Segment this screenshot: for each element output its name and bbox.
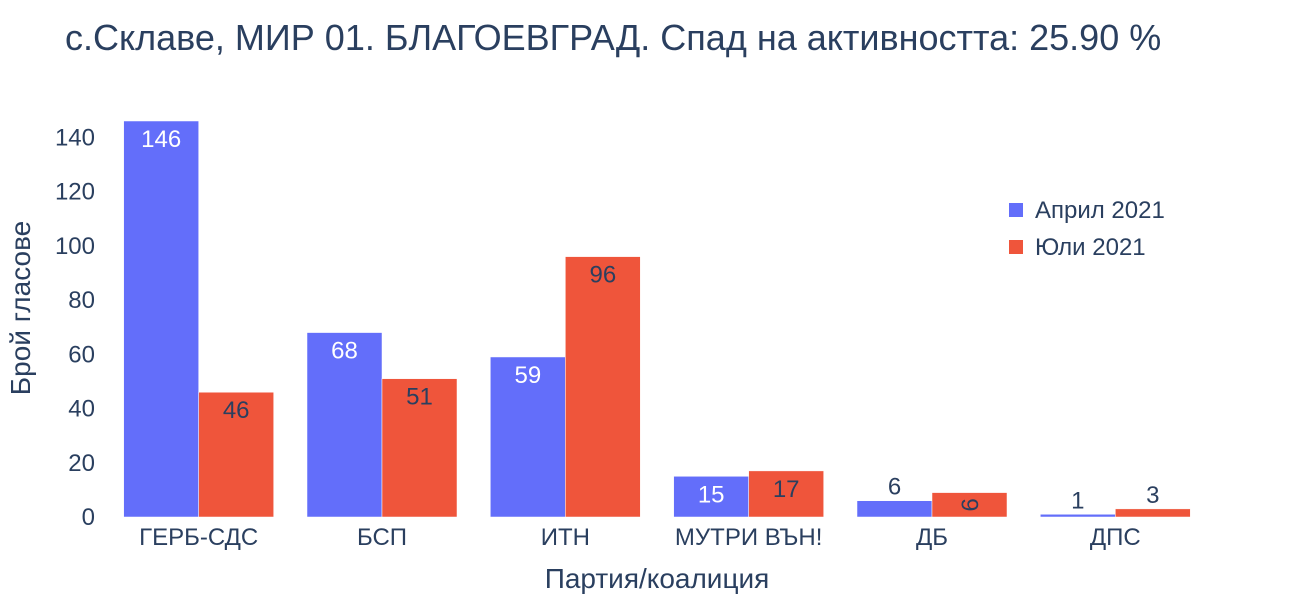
bar-value-label: 9 (956, 498, 983, 511)
legend-item[interactable]: Юли 2021 (1009, 234, 1146, 261)
bar-value-label: 146 (141, 126, 181, 153)
bar-value-label: 59 (514, 362, 541, 389)
legend-swatch (1009, 203, 1023, 217)
bar[interactable] (931, 492, 1008, 518)
legend-label: Юли 2021 (1035, 234, 1146, 261)
bar-value-label: 6 (888, 474, 901, 501)
bar[interactable] (1115, 508, 1191, 518)
x-tick-label: МУТРИ ВЪН! (675, 524, 822, 551)
y-axis: 0 20 40 60 80 100 120 140 (55, 124, 95, 531)
bar-value-label: 15 (698, 481, 725, 508)
x-tick-label: БСП (357, 524, 407, 551)
y-tick-label: 20 (68, 450, 95, 477)
legend[interactable]: Април 2021 Юли 2021 (1009, 197, 1165, 261)
x-axis-title: Партия/коалиция (545, 563, 770, 594)
bar-value-label: 46 (223, 397, 250, 424)
x-tick-label: ДПС (1090, 524, 1141, 551)
y-tick-label: 140 (55, 124, 95, 151)
bar-value-label: 68 (331, 338, 358, 365)
bar[interactable] (748, 470, 824, 518)
bar[interactable] (381, 378, 458, 518)
bar[interactable] (123, 120, 199, 518)
bar[interactable] (856, 500, 933, 518)
legend-item[interactable]: Април 2021 (1009, 197, 1165, 224)
y-tick-label: 80 (68, 287, 95, 314)
bar[interactable] (198, 391, 274, 518)
x-tick-label: ИТН (541, 524, 590, 551)
legend-swatch (1009, 240, 1023, 254)
y-tick-label: 100 (55, 233, 95, 260)
bar[interactable] (306, 332, 383, 518)
y-tick-label: 60 (68, 341, 95, 368)
bar[interactable] (1040, 514, 1116, 518)
bar-value-label: 17 (773, 476, 800, 503)
bar[interactable] (673, 476, 749, 518)
bar-value-label: 96 (589, 262, 616, 289)
x-tick-label: ДБ (916, 524, 948, 551)
legend-label: Април 2021 (1035, 197, 1165, 224)
x-tick-label: ГЕРБ-СДС (139, 524, 258, 551)
bar[interactable] (565, 256, 641, 518)
bar-value-label: 3 (1146, 482, 1159, 509)
chart-title: с.Склаве, МИР 01. БЛАГОЕВГРАД. Спад на а… (65, 17, 1161, 58)
bars (123, 120, 1191, 518)
bar[interactable] (490, 356, 566, 518)
y-tick-label: 0 (82, 504, 95, 531)
y-tick-label: 120 (55, 179, 95, 206)
y-tick-label: 40 (68, 396, 95, 423)
x-axis: ГЕРБ-СДС БСП ИТН МУТРИ ВЪН! ДБ ДПС (139, 524, 1141, 551)
y-axis-title: Брой гласове (5, 221, 36, 395)
bar-value-label: 51 (406, 384, 433, 411)
bar-value-label: 1 (1071, 487, 1084, 514)
